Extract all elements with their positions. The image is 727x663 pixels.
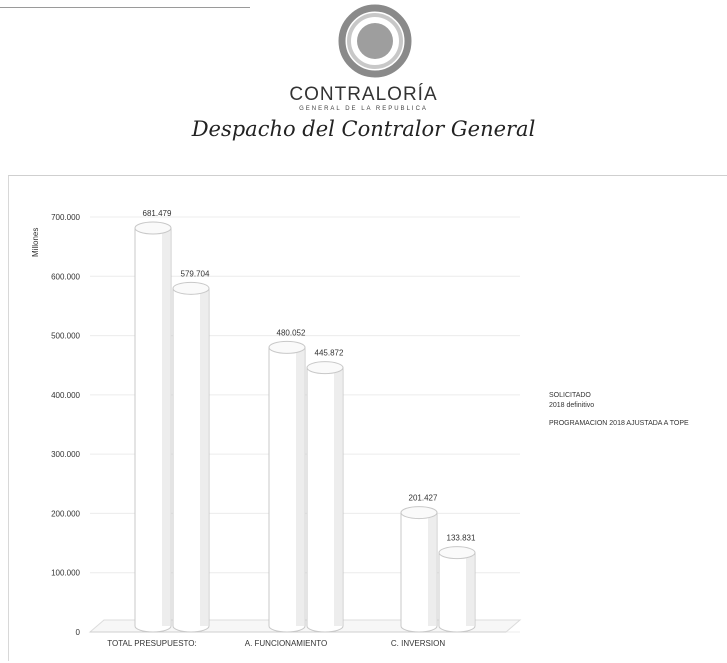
legend-entry: 2018 definitivo: [549, 402, 594, 409]
org-name: CONTRALORÍA: [289, 84, 438, 105]
category-label: C. INVERSION: [391, 639, 445, 648]
budget-chart: Millones 0 100.000 200.000 300.000 400.000 50…: [31, 209, 689, 648]
bar-top: [268, 340, 306, 354]
y-axis-label: Millones: [31, 228, 40, 257]
data-label: 445.872: [315, 349, 344, 358]
category-label: TOTAL PRESUPUESTO:: [107, 639, 197, 648]
legend-entry: SOLICITADO: [549, 392, 591, 399]
y-tick-label: 300.000: [51, 450, 80, 459]
contraloria-logo-icon: [338, 4, 412, 78]
y-tick-label: 100.000: [51, 569, 80, 578]
office-title: Despacho del Contralor General: [191, 117, 536, 141]
data-label: 201.427: [409, 494, 438, 503]
category-label: A. FUNCIONAMIENTO: [245, 639, 328, 648]
bar-shading: [334, 367, 342, 626]
bar-shading: [296, 347, 304, 626]
bar-top: [306, 361, 344, 375]
data-label: 579.704: [181, 269, 210, 278]
y-tick-label: 700.000: [51, 213, 80, 222]
y-tick-label: 400.000: [51, 391, 80, 400]
y-tick-label: 200.000: [51, 509, 80, 518]
bar-shading: [162, 227, 170, 626]
bar-shading: [200, 288, 208, 626]
y-tick-label: 600.000: [51, 272, 80, 281]
y-tick-label: 0: [76, 628, 81, 637]
bar-shading: [428, 512, 436, 626]
legend-entry: PROGRAMACION 2018 AJUSTADA A TOPE: [549, 420, 689, 427]
bar-top: [400, 506, 438, 520]
y-tick-label: 500.000: [51, 332, 80, 341]
bar-shading: [466, 552, 474, 626]
bar-top: [438, 546, 476, 560]
data-label: 133.831: [447, 534, 476, 543]
data-label: 480.052: [277, 328, 306, 337]
top-rule: [0, 7, 250, 8]
org-subtitle: GENERAL DE LA REPUBLICA: [299, 106, 428, 112]
data-label: 681.479: [143, 209, 172, 218]
bar-top: [134, 221, 172, 235]
bar-top: [172, 281, 210, 295]
chart-frame: [8, 175, 727, 661]
